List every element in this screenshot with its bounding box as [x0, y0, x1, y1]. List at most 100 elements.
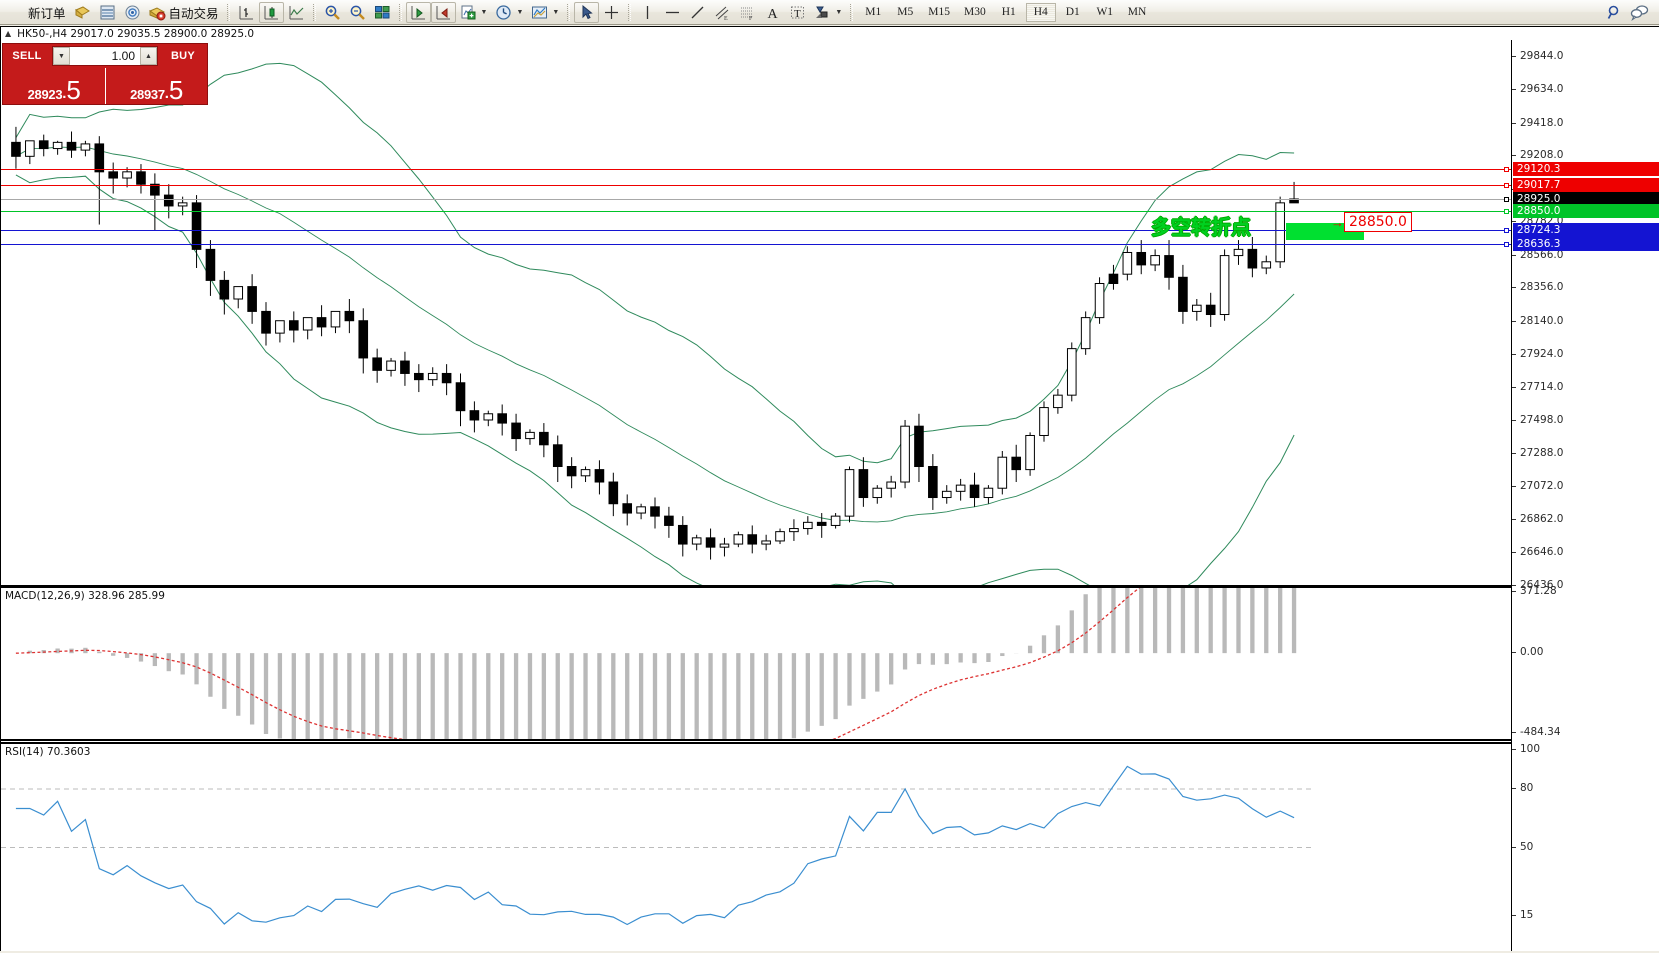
scroll-end-button[interactable]: [405, 1, 431, 23]
chart-shift-button[interactable]: [430, 1, 456, 23]
timeframe-h1[interactable]: H1: [1001, 6, 1016, 18]
candle: [261, 302, 271, 346]
fibonacci-button[interactable]: F: [735, 2, 760, 23]
period-button[interactable]: ▼: [491, 2, 527, 23]
candle: [747, 525, 758, 554]
price-tick: 27498.0: [1512, 414, 1563, 426]
candle: [80, 140, 91, 157]
symbol-info-bar: ▲ HK50-,H4 29017.0 29035.5 28900.0 28925…: [1, 27, 1659, 40]
macd-pane[interactable]: MACD(12,26,9) 328.96 285.99: [1, 587, 1511, 740]
volume-stepper[interactable]: ▼ 1.00 ▲: [52, 46, 158, 66]
candle: [775, 528, 785, 545]
buy-price-decimal: 5: [168, 74, 184, 105]
equidistant-channel-button[interactable]: E: [710, 2, 735, 23]
tile-windows-icon: [374, 4, 391, 21]
chat-icon[interactable]: [1630, 4, 1649, 21]
text-label-button[interactable]: T: [785, 2, 810, 23]
vertical-line-button[interactable]: [635, 2, 660, 23]
expert-advisor-button[interactable]: [70, 2, 95, 23]
timeframe-h4[interactable]: H4: [1025, 2, 1056, 22]
one-click-trading-panel[interactable]: SELL ▼ 1.00 ▲ BUY 28923 . 5 28937 . 5: [2, 43, 208, 105]
tile-windows-button[interactable]: [370, 2, 395, 23]
collapse-icon[interactable]: ▲: [5, 29, 12, 38]
new-order-button[interactable]: 新订单: [4, 2, 70, 23]
signals-button[interactable]: [120, 2, 145, 23]
indicators-button[interactable]: ▼: [456, 2, 492, 23]
chevron-down-icon[interactable]: ▼: [516, 8, 524, 16]
price-level-badge[interactable]: 28925.0: [1513, 191, 1659, 206]
price-scale[interactable]: 29844.029634.029418.029208.028992.028782…: [1511, 40, 1659, 953]
shapes-button[interactable]: ▼: [810, 2, 846, 23]
buy-price[interactable]: 28937 . 5: [106, 68, 208, 104]
annotation-price-label[interactable]: 28850.0: [1344, 212, 1412, 232]
candle: [997, 450, 1008, 495]
candle: [1108, 264, 1119, 290]
timeframe-m1[interactable]: M1: [865, 6, 882, 18]
candle: [344, 299, 355, 334]
candle: [1066, 342, 1077, 402]
chevron-down-icon[interactable]: ▼: [835, 8, 843, 16]
timeframe-d1[interactable]: D1: [1065, 6, 1080, 18]
vertical-line-icon: [639, 4, 656, 21]
symbol-ohlc-text: HK50-,H4 29017.0 29035.5 28900.0 28925.0: [17, 27, 255, 40]
buy-button[interactable]: BUY: [159, 44, 207, 68]
rsi-canvas: [1, 765, 1311, 926]
svg-text:T: T: [794, 8, 801, 20]
chevron-down-icon[interactable]: ▼: [480, 8, 488, 16]
zoom-in-button[interactable]: [320, 2, 345, 23]
chart-annotation-text[interactable]: 多空转折点: [1151, 215, 1251, 239]
price-chart-pane[interactable]: [1, 40, 1511, 585]
trendline-button[interactable]: [685, 2, 710, 23]
timeframe-m15[interactable]: M15: [928, 6, 951, 18]
main-toolbar: 新订单: [0, 0, 1659, 25]
text-button[interactable]: A: [760, 2, 785, 23]
svg-text:E: E: [724, 16, 728, 21]
sell-button[interactable]: SELL: [3, 44, 51, 68]
period-icon: [495, 4, 512, 21]
autotrade-button[interactable]: 自动交易: [145, 2, 223, 23]
price-level-badge[interactable]: 28850.0: [1513, 203, 1659, 218]
candle: [719, 537, 730, 557]
timeframe-w1[interactable]: W1: [1096, 6, 1114, 18]
candle: [386, 357, 396, 377]
new-order-label: 新订单: [28, 6, 66, 21]
line-chart-button[interactable]: [284, 2, 309, 23]
volume-input[interactable]: 1.00: [70, 47, 140, 65]
data-window-button[interactable]: [95, 2, 120, 23]
volume-increase-button[interactable]: ▲: [140, 47, 157, 65]
price-level-badge[interactable]: 29017.7: [1513, 177, 1659, 192]
volume-decrease-button[interactable]: ▼: [53, 47, 70, 65]
timeframe-m5[interactable]: M5: [897, 6, 914, 18]
zoom-out-button[interactable]: [345, 2, 370, 23]
chart-window[interactable]: ▲ HK50-,H4 29017.0 29035.5 28900.0 28925…: [0, 26, 1659, 953]
timeframe-m30[interactable]: M30: [964, 6, 986, 18]
autotrade-label: 自动交易: [168, 6, 219, 21]
horizontal-line-button[interactable]: [660, 2, 685, 23]
candle: [705, 528, 716, 560]
candle: [941, 485, 952, 504]
price-level-badge[interactable]: 29120.3: [1513, 161, 1659, 176]
cursor-button[interactable]: [574, 1, 600, 23]
price-tick: 29208.0: [1512, 149, 1563, 161]
candle: [761, 534, 771, 551]
templates-button[interactable]: ▼: [527, 2, 563, 23]
price-level-badge[interactable]: 28636.3: [1513, 236, 1659, 251]
candle: [1039, 401, 1049, 442]
candlestick-chart-button[interactable]: [258, 1, 284, 23]
sell-price[interactable]: 28923 . 5: [3, 68, 106, 104]
candle: [1122, 246, 1133, 281]
bar-chart-button[interactable]: [234, 2, 259, 23]
macd-label: MACD(12,26,9) 328.96 285.99: [5, 590, 165, 602]
candle: [191, 195, 202, 268]
trade-panel-top-row: SELL ▼ 1.00 ▲ BUY: [3, 44, 207, 68]
toolbar-separator: [312, 3, 316, 21]
crosshair-button[interactable]: [599, 2, 624, 23]
candle: [733, 531, 744, 548]
chevron-down-icon[interactable]: ▼: [552, 8, 560, 16]
price-level-badge[interactable]: 28724.3: [1513, 223, 1659, 238]
search-icon[interactable]: [1606, 4, 1623, 21]
candle: [608, 472, 619, 517]
timeframe-mn[interactable]: MN: [1127, 6, 1147, 18]
rsi-line: [15, 765, 1295, 926]
rsi-pane[interactable]: RSI(14) 70.3603: [1, 743, 1511, 953]
